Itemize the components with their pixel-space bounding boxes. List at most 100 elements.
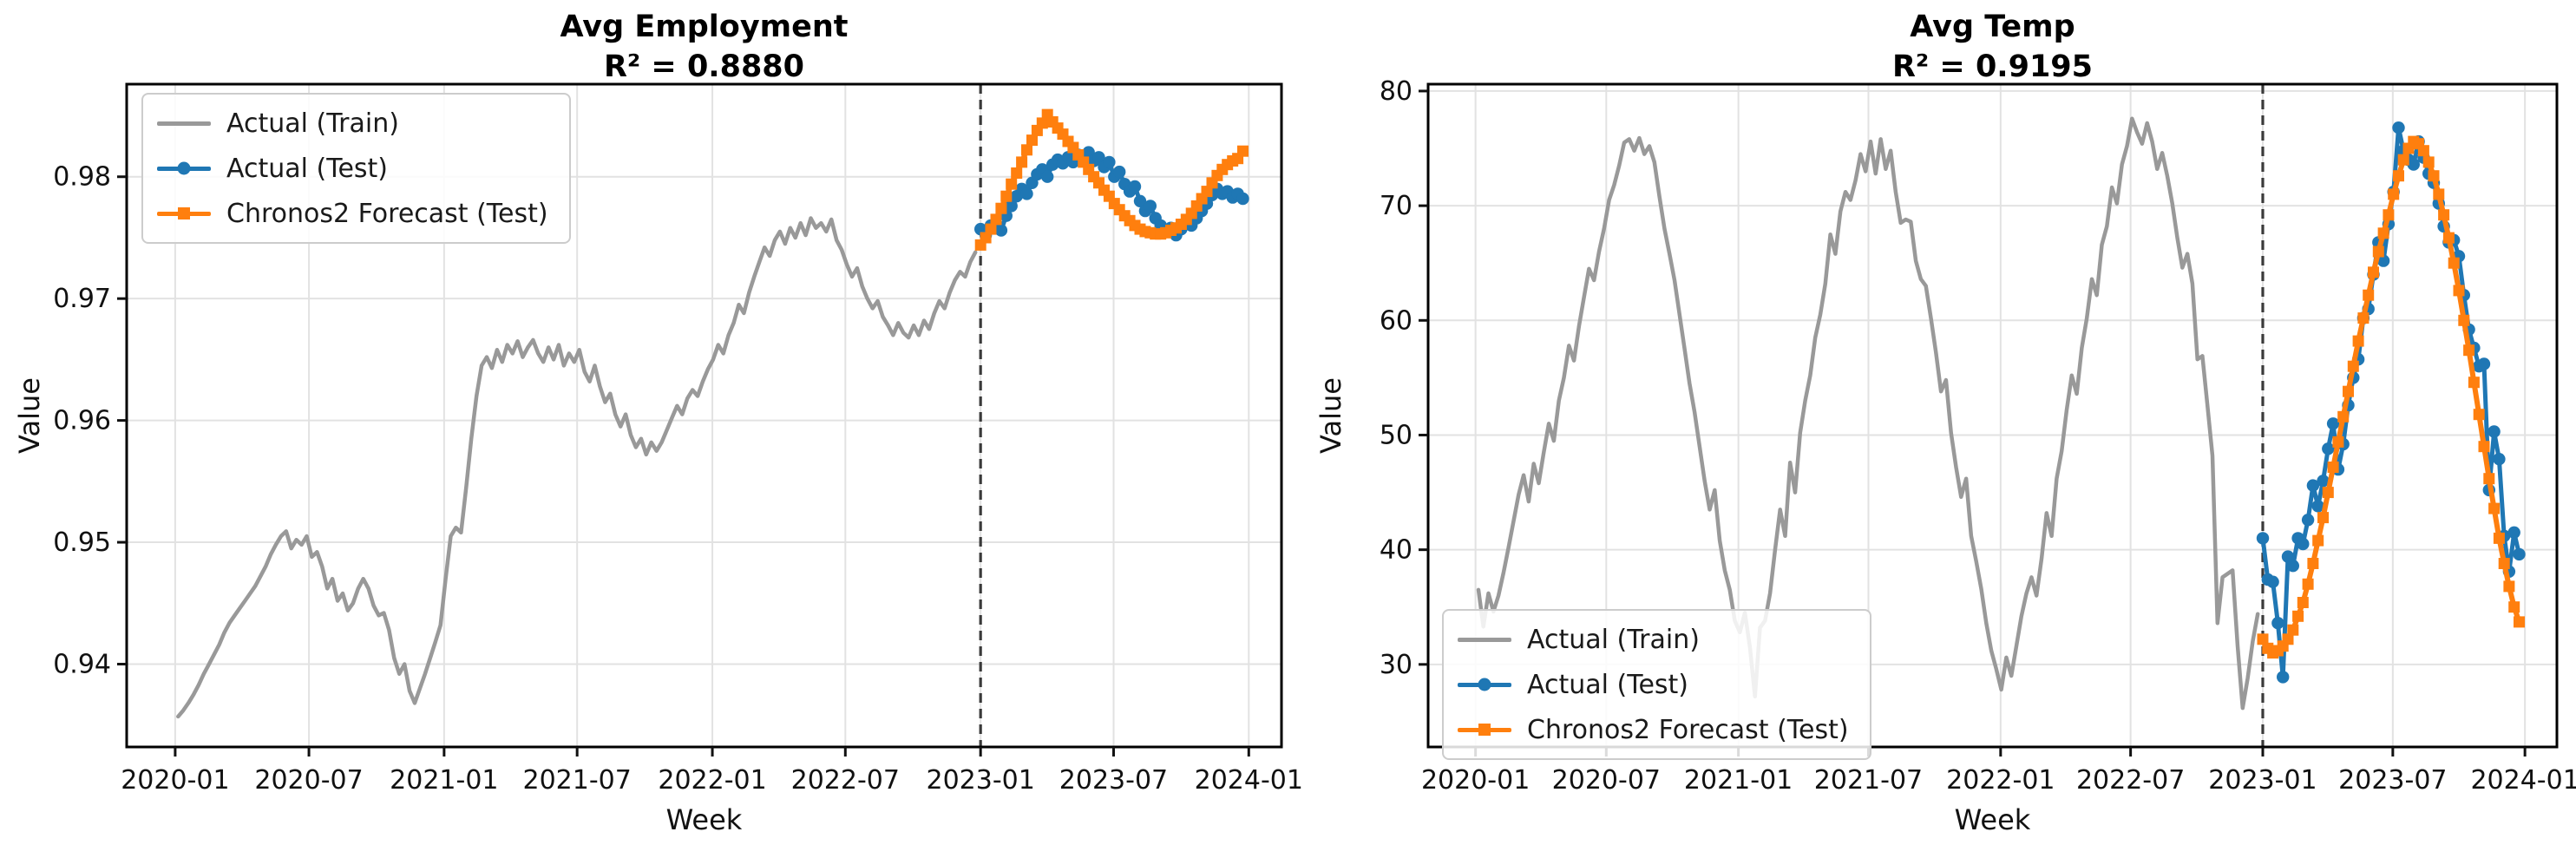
series-marker-chronos2-forecast-test [2372,246,2384,258]
forecast-line-swatch-icon [157,205,211,222]
series-marker-chronos2-forecast-test [1237,145,1249,157]
series-marker-actual-test [2277,671,2290,684]
series-marker-chronos2-forecast-test [990,213,1002,226]
series-marker-actual-test [2477,357,2491,370]
series-marker-chronos2-forecast-test [2352,335,2364,347]
legend-item-actual-train: Actual (Train) [1458,621,1849,658]
series-marker-chronos2-forecast-test [2483,473,2495,485]
axes-frame [1426,82,2559,749]
series-line-actual-train [176,216,978,719]
series-marker-chronos2-forecast-test [1016,156,1028,168]
series-line-actual-train [1476,116,2260,711]
series-marker-chronos2-forecast-test [2433,188,2445,200]
train-line-swatch-icon [157,115,211,132]
x-tick-label: 2021-01 [1684,765,1793,796]
series-marker-actual-test [1133,194,1147,207]
legend-item-actual-train: Actual (Train) [157,105,548,141]
series-marker-chronos2-forecast-test [2493,532,2505,544]
y-tick-label: 60 [1380,305,1413,336]
left-legend: Actual (Train) Actual (Test) Chronos2 Fo… [141,93,571,244]
x-tick-label: 2023-01 [926,765,1034,796]
train-line-swatch-icon [1458,631,1511,648]
right-x-axis-label: Week [1954,803,2031,836]
series-marker-chronos2-forecast-test [2388,188,2400,200]
series-marker-chronos2-forecast-test [1011,167,1023,179]
series-marker-chronos2-forecast-test [985,223,997,235]
series-marker-chronos2-forecast-test [2332,436,2344,448]
series-marker-actual-test [2488,425,2501,438]
x-tick-label: 2020-01 [121,765,229,796]
x-tick-label: 2022-01 [1946,765,2055,796]
series-marker-actual-test [2326,417,2340,430]
left-x-axis-label: Week [665,803,743,836]
x-tick-label: 2022-01 [658,765,766,796]
series-marker-chronos2-forecast-test [2463,344,2475,357]
y-tick-label: 80 [1380,76,1413,107]
y-tick-label: 0.97 [53,284,111,314]
series-marker-actual-test [2392,121,2405,134]
x-tick-label: 2022-07 [2076,765,2185,796]
series-marker-chronos2-forecast-test [2468,377,2480,389]
series-marker-chronos2-forecast-test [2357,312,2370,324]
series-marker-chronos2-forecast-test [2473,409,2485,421]
forecast-line-swatch-icon [1458,721,1511,738]
series-marker-chronos2-forecast-test [2327,462,2339,473]
x-tick-label: 2020-01 [1421,765,1530,796]
series-marker-actual-test [1103,155,1116,169]
series-marker-chronos2-forecast-test [2307,558,2319,569]
series-marker-actual-test [2266,575,2279,588]
y-tick-label: 0.95 [53,527,111,558]
series-marker-chronos2-forecast-test [2453,285,2465,297]
series-marker-chronos2-forecast-test [2438,209,2450,221]
legend-item-actual-test: Actual (Test) [157,150,548,187]
series-marker-chronos2-forecast-test [980,232,992,244]
right-legend: Actual (Train) Actual (Test) Chronos2 Fo… [1442,609,1871,760]
series-marker-actual-test [1113,165,1126,179]
legend-label: Actual (Test) [226,153,389,184]
series-marker-actual-test [1128,180,1142,193]
legend-label: Actual (Test) [1527,669,1689,700]
series-marker-chronos2-forecast-test [1036,117,1048,129]
series-marker-chronos2-forecast-test [2292,610,2304,622]
series-marker-chronos2-forecast-test [2428,170,2440,182]
series-marker-chronos2-forecast-test [2343,385,2354,397]
axes-frame [125,82,1283,749]
series-marker-chronos2-forecast-test [2317,512,2329,524]
series-marker-chronos2-forecast-test [2347,360,2359,372]
series-marker-chronos2-forecast-test [2417,145,2429,157]
series-marker-actual-test [1144,200,1157,213]
series-marker-actual-test [1020,187,1033,200]
series-marker-chronos2-forecast-test [1201,186,1213,198]
right-chart-title-block: Avg Temp R² = 0.9195 [1428,7,2557,87]
y-tick-label: 40 [1380,535,1413,566]
series-marker-actual-test [2311,500,2324,513]
legend-label: Chronos2 Forecast (Test) [226,198,548,229]
right-chart-r2-subtitle: R² = 0.9195 [1891,49,2094,85]
series-marker-actual-test [2306,479,2320,492]
legend-item-chronos2-forecast: Chronos2 Forecast (Test) [1458,711,1849,748]
left-chart-title: Avg Employment [560,10,849,44]
legend-label: Actual (Train) [226,108,399,139]
series-marker-actual-test [2256,532,2270,545]
series-marker-chronos2-forecast-test [2287,624,2299,636]
series-marker-chronos2-forecast-test [2377,227,2389,239]
series-marker-actual-test [2513,547,2526,561]
series-marker-actual-test [2376,254,2390,267]
series-marker-chronos2-forecast-test [1021,144,1032,156]
series-marker-chronos2-forecast-test [2397,154,2409,166]
series-marker-chronos2-forecast-test [2368,266,2379,278]
series-marker-chronos2-forecast-test [2312,534,2324,547]
series-marker-chronos2-forecast-test [2458,314,2470,326]
x-tick-label: 2023-07 [2338,765,2447,796]
series-marker-chronos2-forecast-test [2422,156,2435,168]
series-marker-actual-test [994,224,1008,237]
legend-item-chronos2-forecast: Chronos2 Forecast (Test) [157,195,548,232]
series-marker-actual-test [2507,526,2520,539]
series-line-chronos2-forecast-test [2260,139,2522,656]
series-marker-actual-test [2271,617,2284,630]
series-marker-chronos2-forecast-test [2282,633,2294,645]
legend-label: Chronos2 Forecast (Test) [1527,714,1849,745]
series-marker-actual-test [2297,537,2310,551]
x-tick-label: 2024-01 [1195,765,1303,796]
